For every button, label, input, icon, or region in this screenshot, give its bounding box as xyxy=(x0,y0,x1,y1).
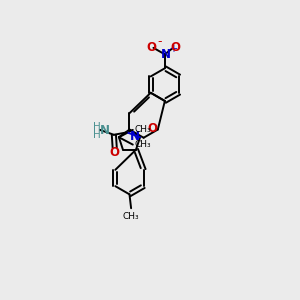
Text: -: - xyxy=(157,35,162,48)
Text: H: H xyxy=(92,122,100,132)
Text: O: O xyxy=(146,41,156,54)
Text: O: O xyxy=(110,146,120,159)
Text: CH₃: CH₃ xyxy=(123,212,140,221)
Text: N: N xyxy=(100,124,110,137)
Text: O: O xyxy=(147,122,158,135)
Text: CH₃: CH₃ xyxy=(134,125,151,134)
Text: O: O xyxy=(170,41,180,54)
Text: H: H xyxy=(92,130,100,140)
Text: N: N xyxy=(161,48,171,61)
Text: +: + xyxy=(169,44,177,54)
Text: CH₃: CH₃ xyxy=(134,140,151,149)
Text: N: N xyxy=(130,130,140,143)
